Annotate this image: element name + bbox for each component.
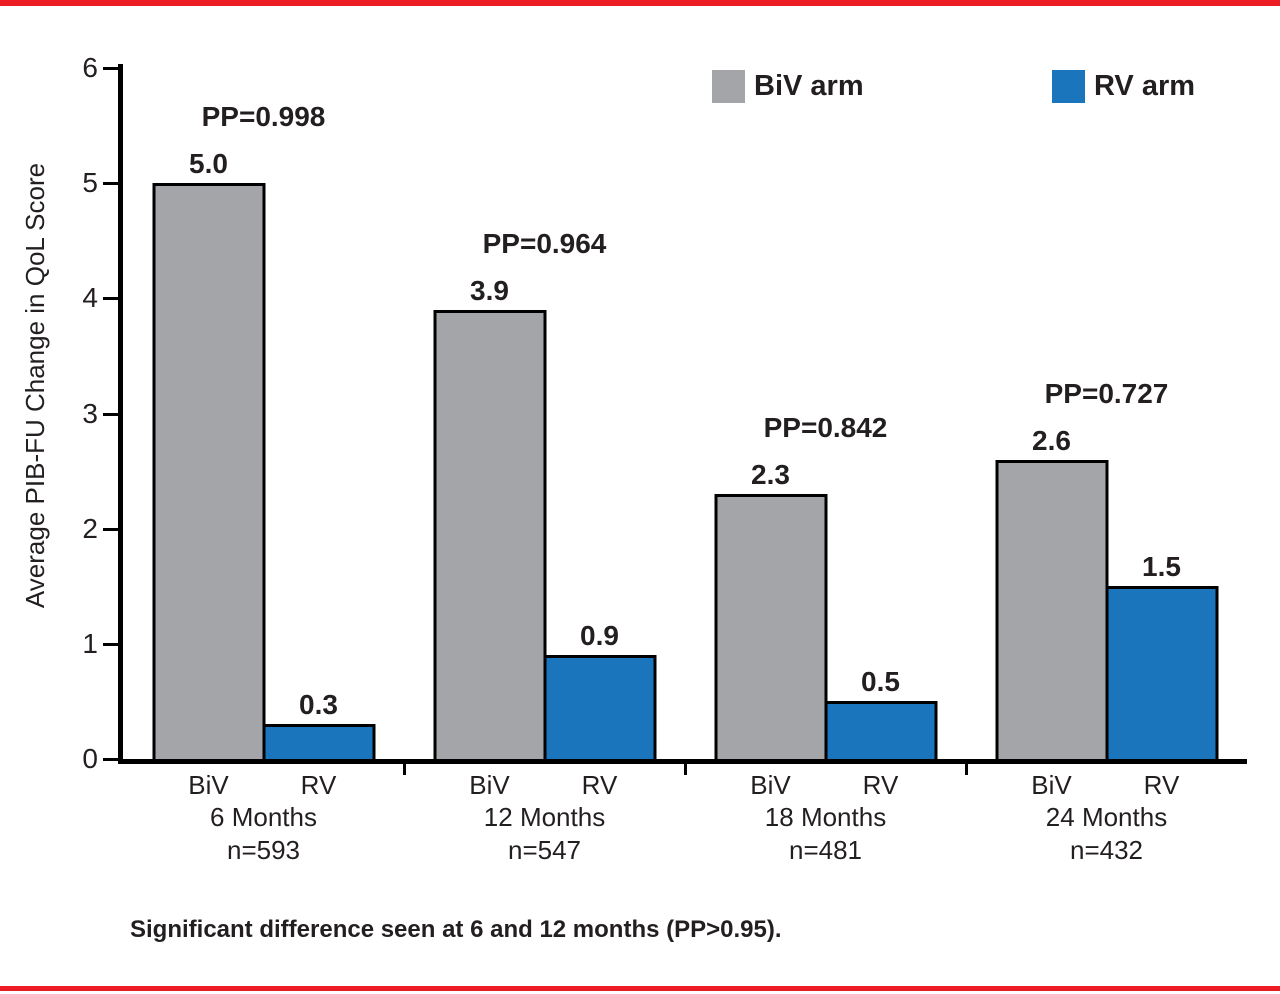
- bar-rv: 1.5: [1105, 551, 1218, 759]
- x-month-label: 12 Months: [483, 802, 606, 832]
- legend-swatch-biv: [712, 70, 745, 103]
- pp-label: PP=0.998: [201, 101, 326, 133]
- legend-item-rv: RV arm: [1052, 70, 1195, 103]
- x-month-label: 18 Months: [764, 802, 887, 832]
- bar-biv: 2.3: [714, 459, 827, 759]
- y-tick-label: 3: [82, 397, 98, 429]
- bar-group-2: PP=0.964 3.9 0.9: [404, 68, 685, 759]
- y-tick-label: 6: [82, 52, 98, 83]
- pp-label: PP=0.842: [763, 412, 888, 444]
- x-arm-label: RV: [581, 770, 618, 800]
- y-tick-mark: [103, 67, 118, 70]
- footnote: Significant difference seen at 6 and 12 …: [130, 916, 782, 943]
- y-tick-label: 5: [82, 167, 98, 199]
- legend-swatch-rv: [1052, 70, 1085, 103]
- bar-biv: 2.6: [995, 425, 1108, 759]
- x-arm-label: RV: [1143, 770, 1180, 800]
- bar-pair: 3.9 0.9: [433, 275, 656, 759]
- y-tick-mark: [103, 182, 118, 186]
- bar-pair: 5.0 0.3: [152, 148, 375, 759]
- x-n-label: n=481: [788, 835, 863, 865]
- x-arm-label: BiV: [1031, 770, 1072, 800]
- bar-value-label: 0.5: [861, 666, 900, 698]
- bottom-red-rule: [0, 986, 1280, 991]
- bar-rv: 0.9: [543, 620, 656, 759]
- bar-value-label: 2.3: [751, 459, 790, 491]
- y-tick-mark: [103, 297, 118, 301]
- bar-value-label: 0.3: [299, 689, 338, 721]
- bar-group-3: PP=0.842 2.3 0.5: [685, 68, 966, 759]
- bar-rv: 0.3: [262, 689, 375, 759]
- pp-label: PP=0.727: [1044, 377, 1169, 409]
- x-arm-label: BiV: [750, 770, 791, 800]
- bar-group-4: PP=0.727 2.6 1.5: [966, 68, 1247, 759]
- y-axis-title-text: Average PIB-FU Change in QoL Score: [20, 162, 51, 608]
- x-arm-label: BiV: [469, 770, 510, 800]
- x-axis-line: [118, 759, 1247, 764]
- y-tick-label: 2: [82, 512, 98, 544]
- x-tick-mark: [964, 764, 968, 775]
- bar-pair: 2.6 1.5: [995, 425, 1218, 759]
- pp-label: PP=0.964: [482, 227, 607, 259]
- y-tick-mark: [103, 642, 118, 646]
- x-tick-mark: [683, 764, 687, 775]
- legend-label-rv: RV arm: [1094, 70, 1196, 102]
- bar-value-label: 2.6: [1032, 424, 1071, 456]
- y-tick-label: 1: [82, 627, 98, 659]
- y-tick-label: 4: [82, 282, 98, 314]
- x-month-label: 24 Months: [1045, 802, 1168, 832]
- legend-label-biv: BiV arm: [754, 70, 864, 102]
- bar-pair: 2.3 0.5: [714, 459, 937, 759]
- x-n-label: n=593: [226, 835, 301, 865]
- legend-item-biv: BiV arm: [712, 70, 864, 103]
- y-tick-mark: [103, 527, 118, 531]
- x-arm-label: BiV: [188, 770, 229, 800]
- bar-biv: 3.9: [433, 275, 546, 759]
- bar-value-label: 1.5: [1142, 551, 1181, 583]
- bar-biv: 5.0: [152, 148, 265, 759]
- bar-value-label: 3.9: [470, 274, 509, 306]
- x-month-label: 6 Months: [210, 802, 317, 832]
- y-tick-mark: [103, 758, 118, 761]
- x-n-label: n=547: [507, 835, 582, 865]
- top-red-rule: [0, 0, 1280, 6]
- y-tick-label: 0: [82, 743, 98, 774]
- y-axis-title: Average PIB-FU Change in QoL Score: [12, 60, 60, 710]
- x-tick-mark: [402, 764, 406, 775]
- bar-value-label: 5.0: [189, 148, 228, 180]
- bar-value-label: 0.9: [580, 620, 619, 652]
- x-arm-label: RV: [862, 770, 899, 800]
- bar-rv: 0.5: [824, 666, 937, 759]
- bar-group-1: PP=0.998 5.0 0.3: [123, 68, 404, 759]
- y-axis-line: [118, 64, 123, 764]
- y-tick-mark: [103, 412, 118, 416]
- x-n-label: n=432: [1069, 835, 1144, 865]
- x-arm-label: RV: [300, 770, 337, 800]
